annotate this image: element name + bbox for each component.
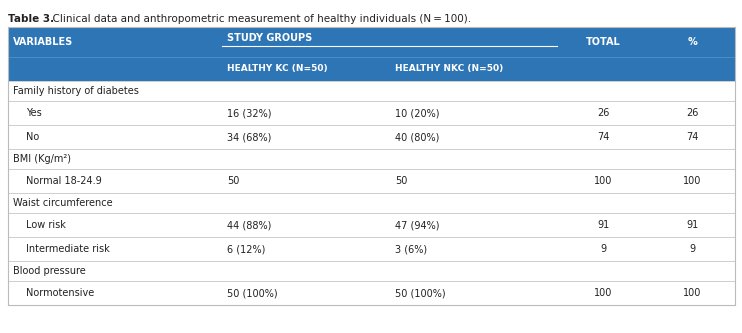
- Text: 74: 74: [686, 132, 699, 142]
- Bar: [8, 213, 735, 237]
- Bar: [8, 125, 735, 149]
- Text: No: No: [26, 132, 39, 142]
- Text: 9: 9: [689, 244, 695, 254]
- Text: 50: 50: [227, 176, 240, 186]
- Text: 100: 100: [594, 176, 613, 186]
- Text: Blood pressure: Blood pressure: [13, 266, 86, 276]
- Text: VARIABLES: VARIABLES: [13, 37, 73, 47]
- Text: 50 (100%): 50 (100%): [227, 288, 278, 298]
- Text: 50 (100%): 50 (100%): [395, 288, 446, 298]
- Text: Normotensive: Normotensive: [26, 288, 94, 298]
- Bar: [8, 261, 735, 281]
- Text: 44 (88%): 44 (88%): [227, 220, 272, 230]
- Text: HEALTHY NKC (N=50): HEALTHY NKC (N=50): [395, 65, 503, 74]
- Text: Low risk: Low risk: [26, 220, 66, 230]
- Text: STUDY GROUPS: STUDY GROUPS: [227, 33, 312, 43]
- Text: 40 (80%): 40 (80%): [395, 132, 439, 142]
- Bar: [8, 27, 735, 57]
- Text: 50: 50: [395, 176, 407, 186]
- Bar: [8, 237, 735, 261]
- Text: 91: 91: [597, 220, 610, 230]
- Text: Waist circumference: Waist circumference: [13, 198, 113, 208]
- Text: 3 (6%): 3 (6%): [395, 244, 427, 254]
- Text: Yes: Yes: [26, 108, 42, 118]
- Bar: [8, 57, 735, 81]
- Text: Family history of diabetes: Family history of diabetes: [13, 86, 139, 96]
- Text: 9: 9: [600, 244, 606, 254]
- Text: Intermediate risk: Intermediate risk: [26, 244, 110, 254]
- Bar: [8, 149, 735, 169]
- Bar: [8, 101, 735, 125]
- Text: 16 (32%): 16 (32%): [227, 108, 272, 118]
- Text: 100: 100: [683, 288, 702, 298]
- Text: %: %: [688, 37, 697, 47]
- Text: 100: 100: [683, 176, 702, 186]
- Bar: [8, 169, 735, 193]
- Text: Clinical data and anthropometric measurement of healthy individuals (N = 100).: Clinical data and anthropometric measure…: [46, 15, 471, 25]
- Text: 26: 26: [686, 108, 699, 118]
- Text: Normal 18-24.9: Normal 18-24.9: [26, 176, 102, 186]
- Text: 6 (12%): 6 (12%): [227, 244, 266, 254]
- Text: 26: 26: [597, 108, 610, 118]
- Text: TOTAL: TOTAL: [586, 37, 621, 47]
- Text: HEALTHY KC (N=50): HEALTHY KC (N=50): [227, 65, 328, 74]
- Text: Table 3.: Table 3.: [8, 15, 54, 25]
- Text: 10 (20%): 10 (20%): [395, 108, 439, 118]
- Text: 34 (68%): 34 (68%): [227, 132, 272, 142]
- Bar: [8, 193, 735, 213]
- Text: 91: 91: [686, 220, 699, 230]
- Text: BMI (Kg/m²): BMI (Kg/m²): [13, 154, 71, 164]
- Bar: [8, 281, 735, 305]
- Text: 100: 100: [594, 288, 613, 298]
- Bar: [8, 81, 735, 101]
- Text: 47 (94%): 47 (94%): [395, 220, 439, 230]
- Text: 74: 74: [597, 132, 610, 142]
